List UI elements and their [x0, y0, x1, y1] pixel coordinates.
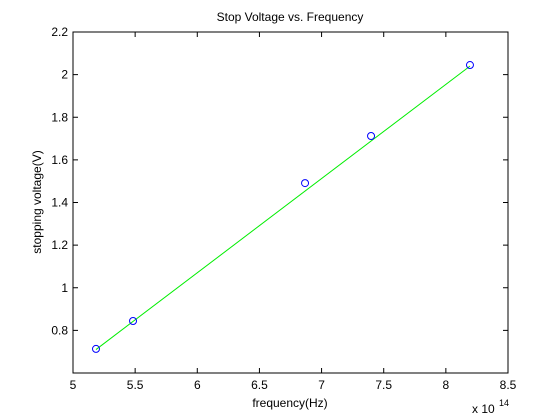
y-tick-label: 1.2 [51, 238, 68, 252]
x-tick-label: 8.5 [500, 378, 517, 392]
x-tick-label: 6 [194, 378, 201, 392]
x-tick-label: 7.5 [375, 378, 392, 392]
data-point [301, 179, 310, 188]
y-axis-label: stopping voltage(V) [30, 150, 44, 253]
x-tick-label: 6.5 [251, 378, 268, 392]
y-tick-label: 1.6 [51, 153, 68, 167]
x-tick-label: 5 [70, 378, 77, 392]
data-point [367, 132, 376, 141]
data-point [465, 61, 474, 70]
chart-title: Stop Voltage vs. Frequency [217, 10, 364, 24]
x-axis-label: frequency(Hz) [252, 396, 327, 410]
x-scale-label: x 10 [472, 402, 495, 416]
data-point [91, 344, 100, 353]
y-tick-label: 1.4 [51, 196, 68, 210]
fit-line [95, 65, 471, 350]
x-tick-label: 7 [318, 378, 325, 392]
x-scale-exponent: 14 [499, 398, 509, 408]
y-tick-label: 2 [61, 68, 68, 82]
y-tick-label: 1.8 [51, 110, 68, 124]
x-tick-label: 8 [443, 378, 450, 392]
y-tick-label: 0.8 [51, 323, 68, 337]
y-tick-label: 1 [61, 281, 68, 295]
data-point [129, 316, 138, 325]
y-tick-label: 2.2 [51, 25, 68, 39]
x-tick-label: 5.5 [127, 378, 144, 392]
